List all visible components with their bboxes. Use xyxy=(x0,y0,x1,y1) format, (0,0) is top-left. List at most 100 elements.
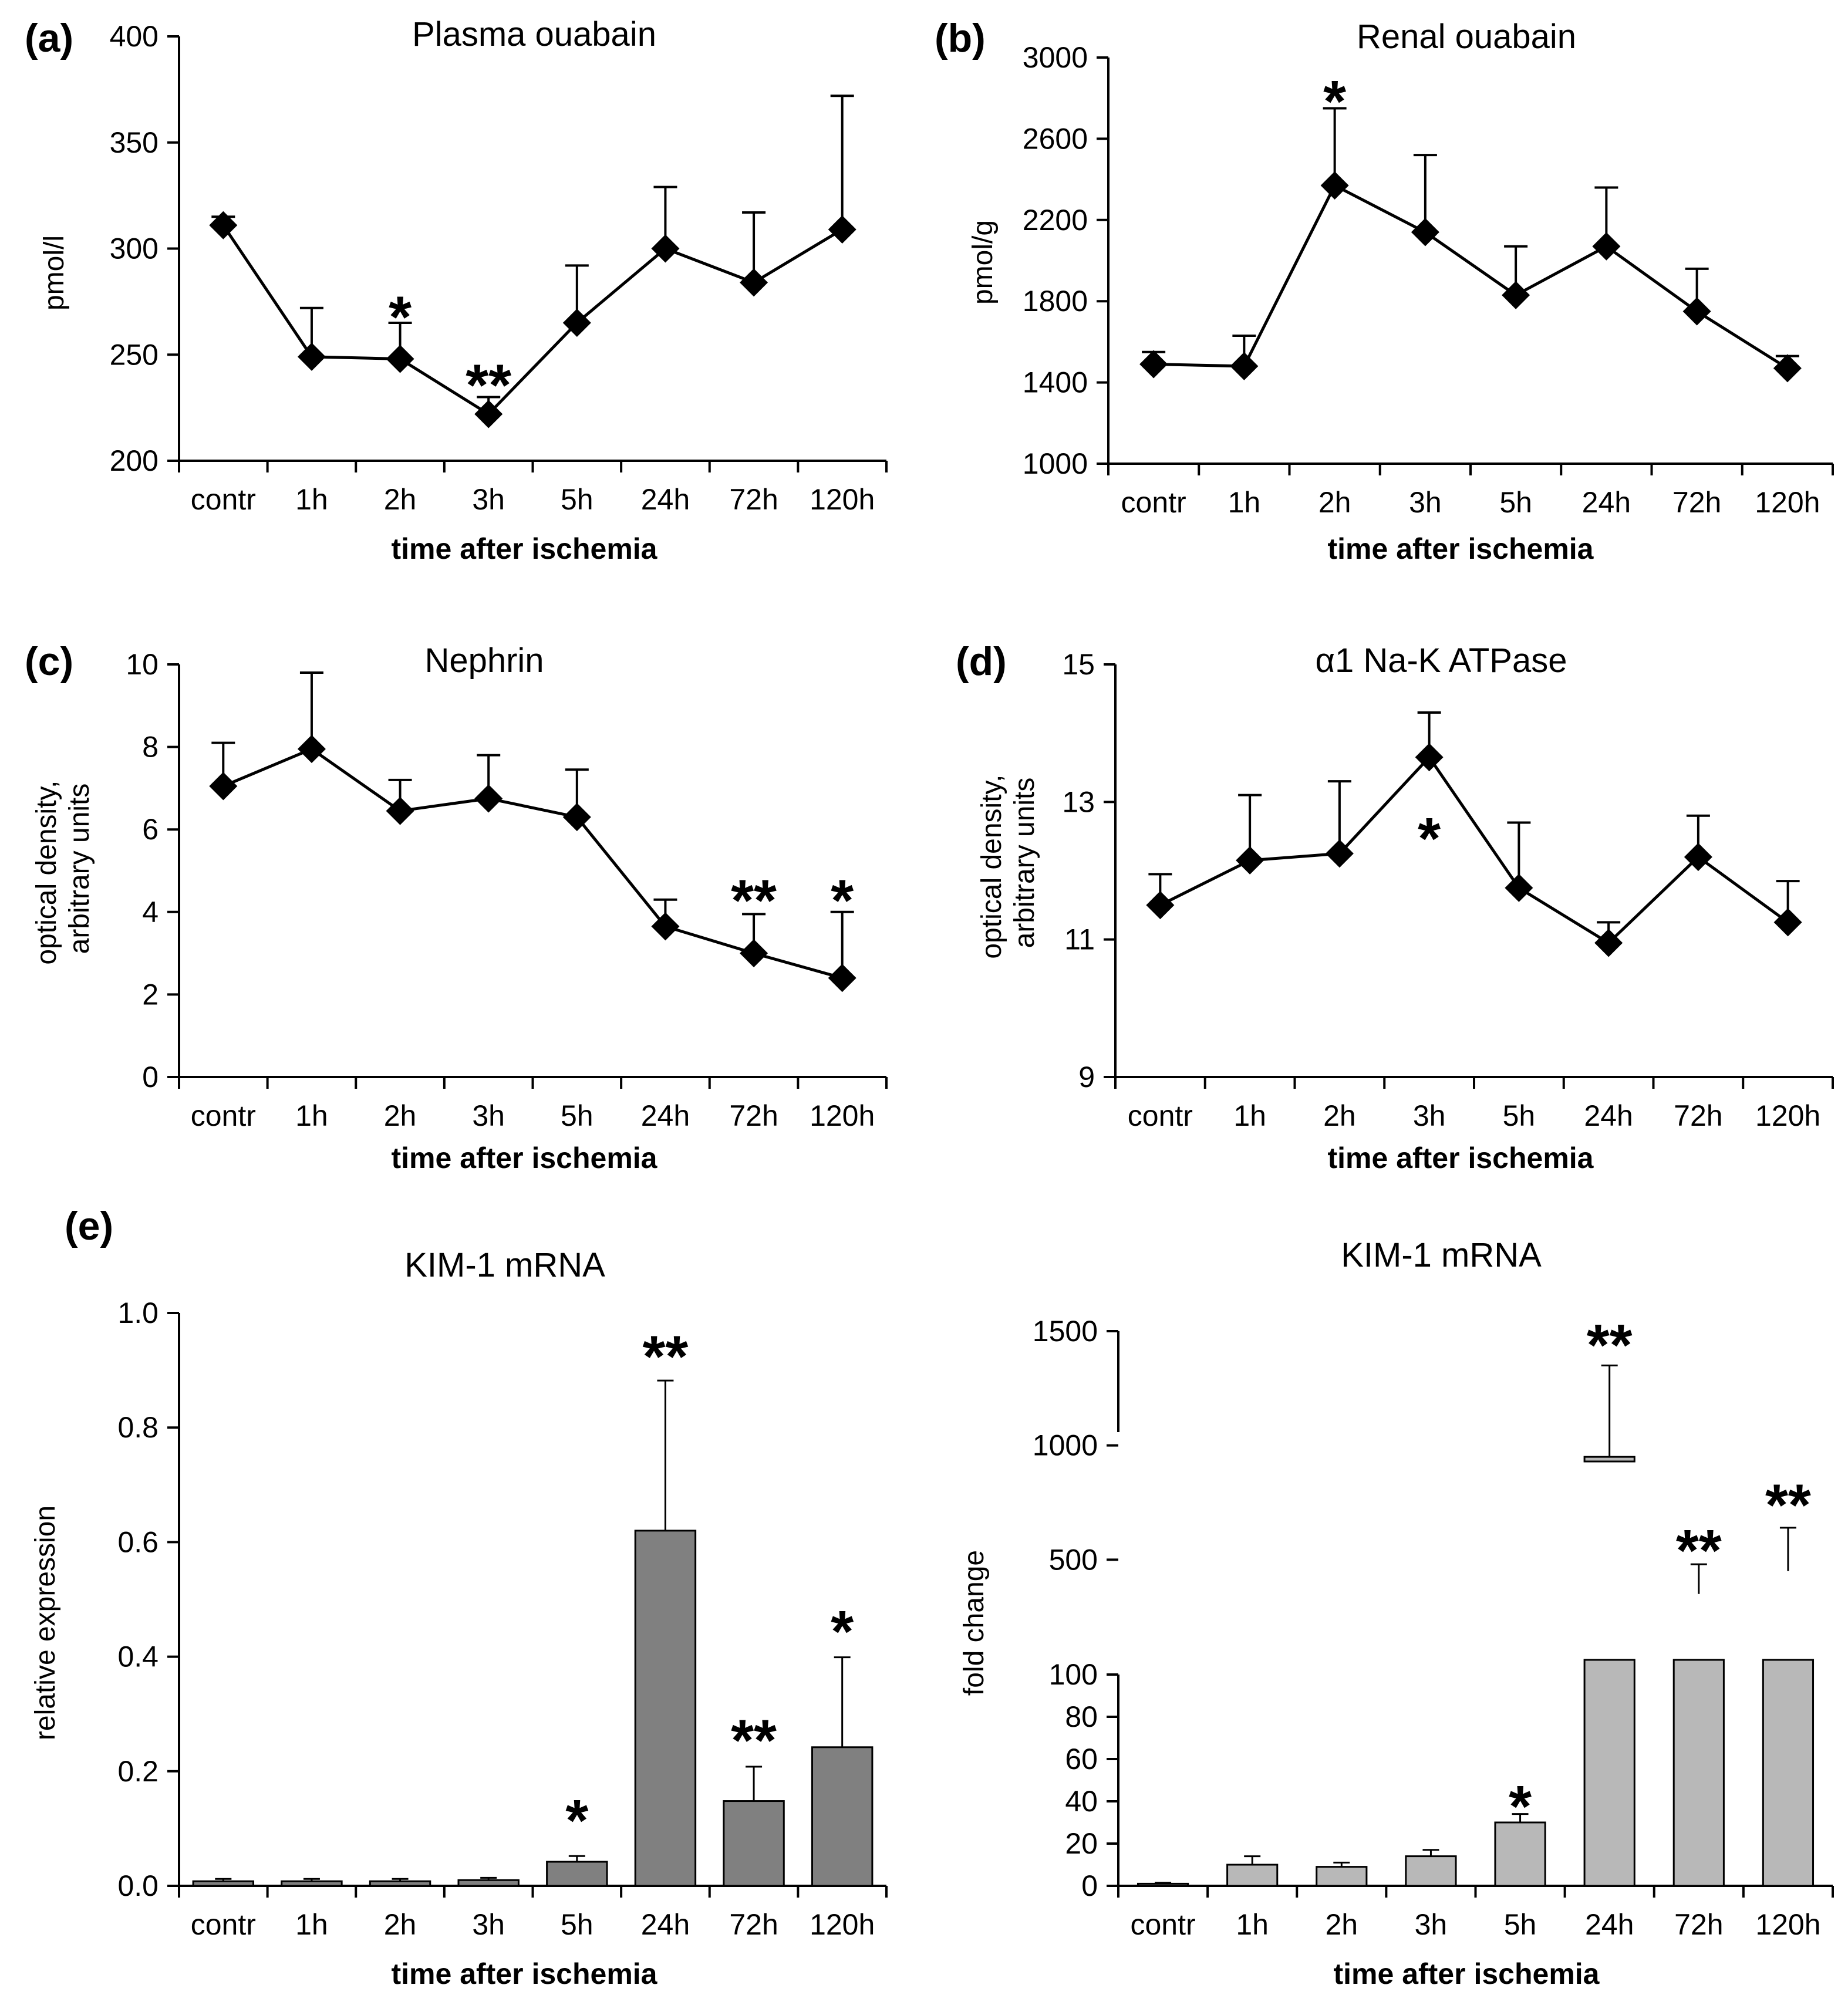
y-tick-label: 11 xyxy=(1064,923,1095,956)
y-tick-label: 0 xyxy=(142,1061,159,1093)
y-tick-label: 1.0 xyxy=(117,1297,159,1329)
panel-e-kim1-relative: (e) KIM-1 mRNA relative expression time … xyxy=(30,1204,888,1990)
data-point xyxy=(1682,297,1711,326)
plot-area: contr 1h 2h 3h 5h 24h 72h 120h 0.0 0.2 0.4 0.6 0.8 1.… xyxy=(117,1297,888,1941)
x-tick-label: contr xyxy=(1128,1099,1193,1132)
x-tick-label: 2h xyxy=(384,1099,417,1132)
x-tick-label: 72h xyxy=(729,483,778,516)
plot-area: contr 1h 2h 3h 5h 24h 72h 120h 9 11 13 15 * xyxy=(1062,648,1834,1132)
data-point xyxy=(562,803,591,832)
data-point xyxy=(1594,929,1623,957)
y-tick-label: 60 xyxy=(1065,1743,1098,1775)
x-tick-label: 1h xyxy=(295,483,328,516)
bar-lower-segment xyxy=(1672,1659,1725,1887)
x-tick-label: 2h xyxy=(1323,1099,1356,1132)
x-tick-label: 24h xyxy=(641,1099,690,1132)
x-axis-label: time after ischemia xyxy=(392,532,658,565)
panel-label: (e) xyxy=(65,1204,113,1248)
data-point xyxy=(1592,232,1621,261)
x-tick-label: 3h xyxy=(1409,486,1442,519)
x-tick-label: 24h xyxy=(641,483,690,516)
x-tick-label: 120h xyxy=(1755,486,1820,519)
x-tick-label: 1h xyxy=(295,1908,328,1941)
series-line xyxy=(1154,183,1789,370)
y-tick-label: 1000 xyxy=(1023,447,1088,480)
data-point xyxy=(1415,743,1444,772)
x-tick-label: 5h xyxy=(561,1099,593,1132)
bar xyxy=(634,1530,697,1887)
panel-d-na-k-atpase: (d) α1 Na-K ATPase optical density, arbi… xyxy=(956,639,1834,1174)
panel-label: (a) xyxy=(25,16,73,60)
y-tick-label: 9 xyxy=(1078,1061,1095,1093)
bar xyxy=(457,1879,520,1887)
x-tick-label: 72h xyxy=(1674,1099,1722,1132)
bar xyxy=(281,1880,343,1887)
data-point xyxy=(1411,218,1439,247)
chart-title: Plasma ouabain xyxy=(412,15,656,53)
data-point xyxy=(740,268,768,297)
x-tick-label: 72h xyxy=(729,1099,778,1132)
y-tick-label: 20 xyxy=(1065,1827,1098,1860)
y-axis-label: relative expression xyxy=(30,1505,61,1740)
series-line xyxy=(222,747,843,980)
data-point xyxy=(297,342,326,371)
data-point xyxy=(386,796,414,825)
significance-marker: ** xyxy=(1676,1518,1722,1584)
panel-label: (c) xyxy=(25,639,73,684)
plot-area: contr 1h 2h 3h 5h 24h 72h 120h 0 20 40 60 80 100 500 10… xyxy=(1033,1312,1834,1941)
x-tick-label: 120h xyxy=(810,483,875,516)
y-tick-label: 13 xyxy=(1062,785,1095,818)
bar xyxy=(1226,1864,1279,1887)
data-point xyxy=(386,345,414,373)
bar xyxy=(723,1800,785,1887)
y-tick-label: 1400 xyxy=(1023,366,1088,399)
x-tick-label: contr xyxy=(191,1908,256,1941)
bar-upper-segment xyxy=(1583,1456,1635,1463)
panel-label: (b) xyxy=(935,16,986,60)
y-axis-label-line-2: arbitrary units xyxy=(64,784,95,954)
significance-marker: * xyxy=(1323,69,1346,134)
panel-label: (d) xyxy=(956,639,1007,684)
bar xyxy=(1405,1855,1457,1887)
x-tick-label: 24h xyxy=(1585,1908,1634,1941)
x-tick-label: 1h xyxy=(1228,486,1261,519)
y-tick-label: 1800 xyxy=(1023,285,1088,318)
y-tick-label: 2200 xyxy=(1023,204,1088,237)
data-point xyxy=(651,912,680,941)
bar xyxy=(1316,1866,1368,1887)
x-tick-label: 5h xyxy=(1504,1908,1537,1941)
x-tick-label: 2h xyxy=(1326,1908,1358,1941)
x-tick-label: 3h xyxy=(1413,1099,1446,1132)
x-tick-label: 24h xyxy=(1584,1099,1633,1132)
data-point xyxy=(828,964,856,993)
data-point xyxy=(1502,281,1530,309)
data-point xyxy=(1230,352,1259,380)
x-tick-label: 5h xyxy=(1499,486,1532,519)
data-point xyxy=(1236,846,1264,875)
significance-marker: * xyxy=(565,1788,588,1854)
bar xyxy=(192,1880,255,1887)
x-tick-label: 1h xyxy=(295,1099,328,1132)
significance-marker: * xyxy=(389,285,412,350)
data-point xyxy=(1146,891,1175,920)
x-tick-label: contr xyxy=(191,483,256,516)
chart-title: KIM-1 mRNA xyxy=(404,1246,605,1284)
y-tick-label: 10 xyxy=(126,648,159,681)
plot-area: contr 1h 2h 3h 5h 24h 72h 120h200250300350400**… xyxy=(110,20,888,516)
y-tick-label: 250 xyxy=(110,338,159,371)
x-tick-label: contr xyxy=(191,1099,256,1132)
significance-marker: * xyxy=(831,1599,854,1665)
x-tick-label: 5h xyxy=(561,483,593,516)
y-tick-label: 350 xyxy=(110,126,159,159)
data-point xyxy=(828,215,856,244)
svg-text:optical density, arbitra: optical density, arbitrary units xyxy=(976,767,1040,958)
y-tick-label: 2600 xyxy=(1023,122,1088,155)
x-tick-label: contr xyxy=(1130,1908,1195,1941)
y-tick-label: 500 xyxy=(1049,1543,1098,1576)
chart-title: α1 Na-K ATPase xyxy=(1316,642,1567,680)
y-tick-label: 0.2 xyxy=(117,1755,159,1788)
y-axis-label: pmol/g xyxy=(967,220,999,305)
y-tick-label: 0 xyxy=(1081,1869,1098,1902)
